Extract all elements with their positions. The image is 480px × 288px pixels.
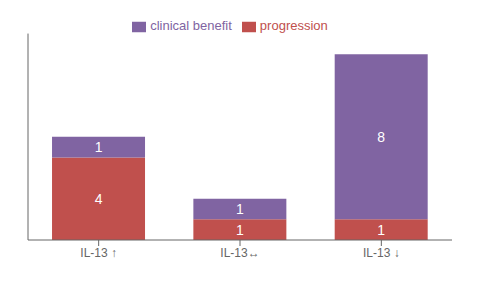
svg-text:IL-13 ↑: IL-13 ↑ (80, 246, 117, 260)
svg-text:1: 1 (236, 222, 244, 238)
svg-text:4: 4 (95, 191, 103, 207)
svg-text:8: 8 (377, 129, 385, 145)
html-text:progression: progression (259, 18, 328, 33)
html-text:clinical benefit: clinical benefit (150, 18, 232, 33)
svg-text:1: 1 (95, 139, 103, 155)
svg-text:IL-13 ↓: IL-13 ↓ (363, 246, 400, 260)
svg-text:1: 1 (236, 201, 244, 217)
svg-text:1: 1 (377, 222, 385, 238)
svg-text:IL-13↔: IL-13↔ (220, 246, 259, 260)
